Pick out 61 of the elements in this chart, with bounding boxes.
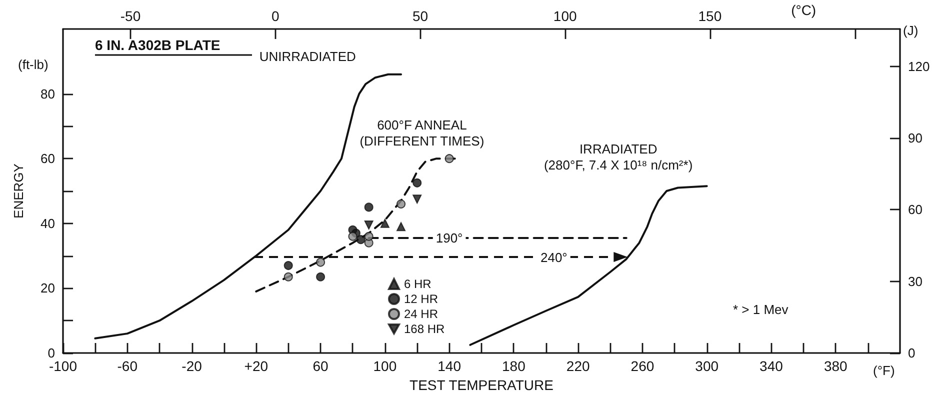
legend-label: 6 HR [404,277,432,291]
annotation: * > 1 Mev [733,302,789,317]
y-tick-label: 40 [40,216,55,231]
point [396,199,406,208]
point [364,202,374,212]
legend-label: 168 HR [404,322,446,336]
point [348,232,358,241]
point [356,235,366,244]
x-tick-label: 100 [373,358,397,374]
x2-tick-label: 100 [553,8,577,24]
y-tick-label: 80 [40,86,55,102]
y2-tick-label: 120 [908,58,930,74]
y-axis-title: ENERGY [11,163,26,218]
x-tick-label: 260 [630,358,654,374]
x-axis-title: TEST TEMPERATURE [410,377,554,393]
series-label: IRRADIATED (280°F, 7.4 X 10¹⁸ n/cm²*) [544,142,693,173]
legend-label: 24 HR [404,307,438,321]
point [396,222,406,232]
series-label: UNIRRADIATED [259,49,356,64]
annotation: 190° [436,230,463,246]
point [380,218,390,228]
x-tick-label: 340 [760,358,784,374]
y-tick-label: 0 [48,346,55,360]
x-tick-label: 180 [502,358,526,374]
y2-tick-label: 30 [908,274,922,289]
point [284,272,293,282]
annotation: 240° [540,250,568,265]
point [284,261,293,270]
x-tick-label: 380 [824,358,848,374]
x2-tick-label: 150 [698,8,722,24]
annotation: 6 IN. A302B PLATE [95,37,220,53]
y2-axis-title: (J) [903,23,918,38]
y-tick-label: 60 [40,151,55,166]
point [412,194,422,204]
point [316,272,326,282]
text: (°F) [873,363,895,378]
x-tick-label: 300 [695,358,719,374]
x-tick-label: 220 [566,358,590,374]
x-tick-label: +20 [244,358,268,374]
line-series [469,185,708,346]
x-tick-label: -20 [182,358,202,374]
text: (ft-lb) [18,57,48,72]
point [364,232,374,241]
y-tick-label: 20 [40,280,55,296]
x2-tick-label: -50 [120,8,141,24]
legend-label: 12 HR [404,292,438,306]
y2-tick-label: 90 [908,130,922,146]
x-tick-label: -100 [48,358,78,374]
x-tick-label: 60 [312,358,329,374]
point [412,178,422,188]
point [364,220,374,230]
x2-tick-label: 0 [271,8,280,24]
x2-axis-title: (°C) [791,2,816,18]
point [316,258,326,267]
x-tick-label: 140 [438,358,462,374]
text: 600°F ANNEAL (DIFFERENT TIMES) [360,117,484,148]
y2-tick-label: 0 [908,346,916,360]
x2-tick-label: 50 [412,8,428,24]
x-tick-label: -60 [117,358,138,374]
point [444,154,454,164]
y2-tick-label: 60 [908,202,922,218]
